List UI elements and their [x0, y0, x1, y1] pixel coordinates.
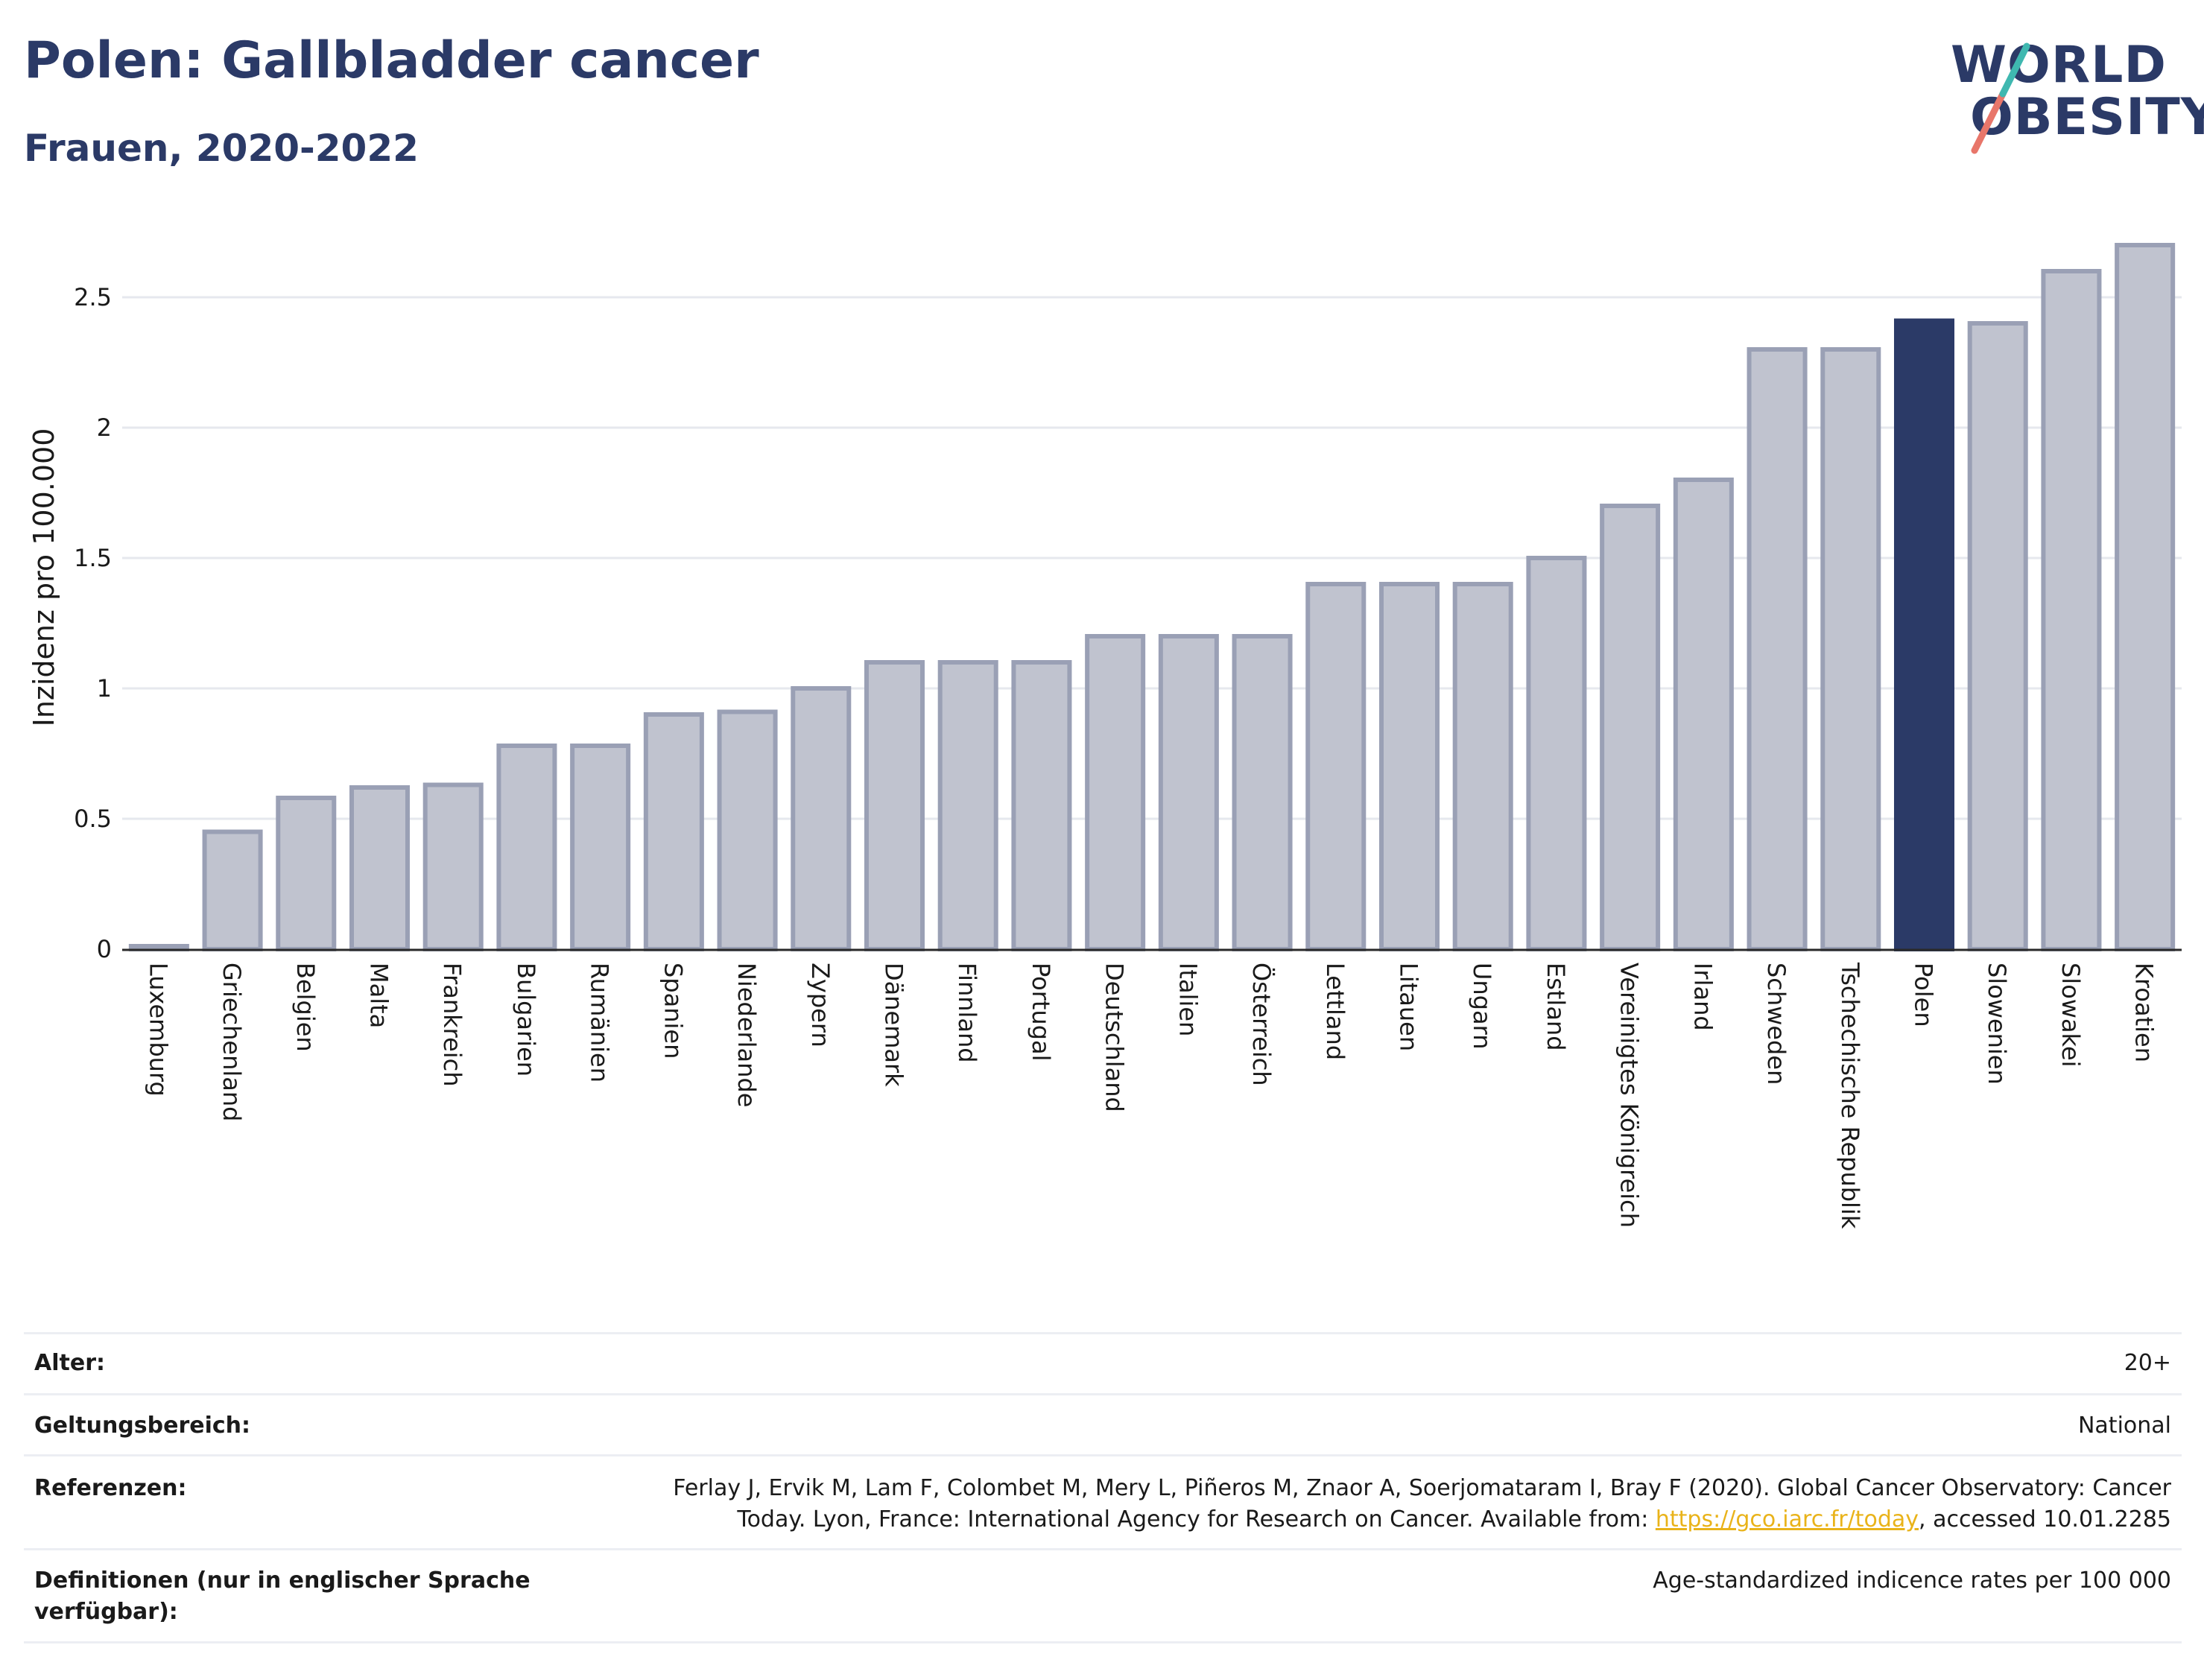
- x-tick-label: Estland: [1542, 963, 1570, 1051]
- x-tick-label: Portugal: [1027, 963, 1055, 1062]
- meta-row-referenzen: Referenzen: Ferlay J, Ervik M, Lam F, Co…: [24, 1454, 2182, 1549]
- reference-text-pre: Today. Lyon, France: International Agenc…: [737, 1506, 1656, 1532]
- meta-row-alter: Alter: 20+: [24, 1332, 2182, 1394]
- x-tick-label: Lettland: [1321, 963, 1349, 1060]
- reference-text-post: , accessed 10.01.2285: [1919, 1506, 2171, 1532]
- bar-4[interactable]: [349, 785, 411, 951]
- geltungsbereich-value: National: [2077, 1413, 2171, 1439]
- bar-9[interactable]: [717, 709, 778, 951]
- bar-12[interactable]: [937, 660, 998, 951]
- x-tick-label: Malta: [365, 963, 393, 1028]
- y-axis-label: Inzidenz pro 100.000: [28, 428, 60, 727]
- y-tick-labels: 0 0.5 1 1.5 2 2.5: [74, 283, 112, 963]
- x-tick-label: Schweden: [1762, 963, 1790, 1085]
- bar-22[interactable]: [1673, 478, 1734, 951]
- bar-24[interactable]: [1820, 347, 1881, 951]
- x-tick-label: Österreich: [1247, 963, 1276, 1086]
- bar-28[interactable]: [2115, 243, 2176, 951]
- y-tick-label: 2: [97, 413, 112, 442]
- x-tick-label: Finnland: [953, 963, 981, 1063]
- bar-15[interactable]: [1158, 634, 1219, 951]
- world-obesity-logo[interactable]: WORLD OBESITY: [1937, 30, 2204, 164]
- x-tick-label: Luxemburg: [144, 963, 172, 1097]
- page-title: Polen: Gallbladder cancer: [24, 31, 759, 90]
- x-tick-label: Spanien: [659, 963, 687, 1059]
- x-tick-label: Frankreich: [438, 963, 466, 1087]
- definitionen-label-line-2: verfügbar):: [34, 1599, 178, 1625]
- reference-line-1: Ferlay J, Ervik M, Lam F, Colombet M, Me…: [673, 1475, 2171, 1501]
- page-subtitle: Frauen, 2020-2022: [24, 127, 419, 170]
- x-tick-label: Griechenland: [218, 963, 246, 1121]
- bar-chart: 0 0.5 1 1.5 2 2.5 Luxemburg Griechenland Belgie…: [28, 243, 2182, 1229]
- bar-21[interactable]: [1600, 504, 1661, 951]
- alter-value: 20+: [2124, 1350, 2171, 1376]
- bar-11[interactable]: [864, 660, 925, 951]
- bars: [128, 243, 2176, 951]
- logo-line-1: WORLD: [1951, 36, 2167, 95]
- geltungsbereich-label: Geltungsbereich:: [34, 1413, 251, 1439]
- x-tick-label: Ungarn: [1468, 963, 1496, 1050]
- y-tick-label: 2.5: [74, 283, 112, 311]
- y-tick-label: 0: [97, 935, 112, 963]
- definitionen-label: Definitionen (nur in englischer Sprache …: [34, 1565, 531, 1628]
- bar-14[interactable]: [1085, 634, 1146, 951]
- x-tick-label: Rumänien: [586, 963, 614, 1083]
- bar-1[interactable]: [128, 944, 189, 951]
- x-tick-label: Zypern: [806, 963, 835, 1047]
- bar-2[interactable]: [202, 829, 263, 951]
- x-tick-label: Tschechische Republik: [1836, 962, 1864, 1229]
- bar-7[interactable]: [570, 744, 631, 951]
- y-tick-label: 0.5: [74, 805, 112, 833]
- logo-line-2: OBESITY: [1970, 88, 2204, 147]
- bar-25[interactable]: [1893, 318, 1955, 951]
- y-tick-label: 1.5: [74, 544, 112, 572]
- reference-link[interactable]: https://gco.iarc.fr/today: [1655, 1506, 1919, 1532]
- bar-17[interactable]: [1305, 582, 1367, 951]
- x-tick-label: Belgien: [291, 963, 320, 1052]
- alter-label: Alter:: [34, 1350, 105, 1376]
- logo-slash-icon: [1971, 42, 2030, 154]
- x-tick-label: Kroatien: [2130, 963, 2159, 1062]
- bar-5[interactable]: [422, 782, 484, 951]
- referenzen-value: Ferlay J, Ervik M, Lam F, Colombet M, Me…: [673, 1473, 2171, 1535]
- x-tick-labels: Luxemburg Griechenland Belgien Malta Frankre…: [144, 962, 2158, 1229]
- x-tick-label: Niederlande: [732, 963, 761, 1107]
- x-tick-label: Slowenien: [1983, 963, 2011, 1085]
- bar-6[interactable]: [496, 744, 557, 951]
- x-tick-label: Vereinigtes Königreich: [1615, 963, 1644, 1228]
- reference-line-2: Today. Lyon, France: International Agenc…: [673, 1504, 2171, 1535]
- bar-26[interactable]: [1967, 321, 2028, 951]
- bar-20[interactable]: [1526, 556, 1587, 951]
- x-tick-label: Slowakei: [2056, 963, 2085, 1068]
- bar-13[interactable]: [1011, 660, 1072, 951]
- bar-3[interactable]: [276, 796, 337, 951]
- x-tick-label: Irland: [1688, 963, 1717, 1031]
- bar-10[interactable]: [791, 686, 852, 951]
- x-tick-label: Litauen: [1395, 963, 1423, 1051]
- bar-27[interactable]: [2041, 269, 2102, 951]
- x-tick-label: Deutschland: [1101, 963, 1129, 1112]
- bar-23[interactable]: [1747, 347, 1808, 951]
- bar-8[interactable]: [643, 712, 704, 951]
- definitionen-value: Age-standardized indicence rates per 100…: [1653, 1568, 2171, 1594]
- referenzen-label: Referenzen:: [34, 1475, 187, 1501]
- y-tick-label: 1: [97, 674, 112, 703]
- bar-16[interactable]: [1232, 634, 1293, 951]
- x-tick-label: Bulgarien: [512, 963, 540, 1077]
- meta-row-definitionen: Definitionen (nur in englischer Sprache …: [24, 1548, 2182, 1643]
- x-tick-label: Polen: [1910, 963, 1938, 1027]
- x-tick-label: Italien: [1174, 963, 1202, 1036]
- x-tick-label: Dänemark: [880, 963, 908, 1087]
- definitionen-label-line-1: Definitionen (nur in englischer Sprache: [34, 1568, 531, 1594]
- meta-row-geltungsbereich: Geltungsbereich: National: [24, 1393, 2182, 1455]
- bar-18[interactable]: [1378, 582, 1440, 951]
- bar-19[interactable]: [1452, 582, 1513, 951]
